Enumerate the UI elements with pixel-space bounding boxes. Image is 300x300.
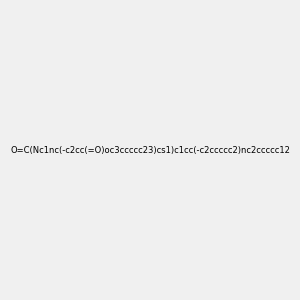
Text: O=C(Nc1nc(-c2cc(=O)oc3ccccc23)cs1)c1cc(-c2ccccc2)nc2ccccc12: O=C(Nc1nc(-c2cc(=O)oc3ccccc23)cs1)c1cc(-…: [10, 146, 290, 154]
